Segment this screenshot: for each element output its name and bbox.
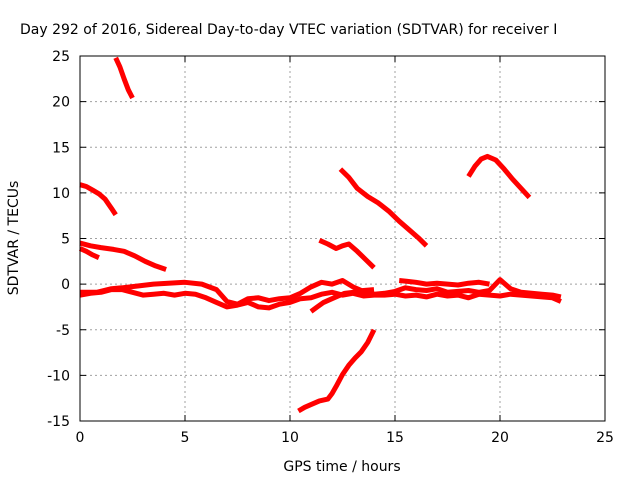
y-tick-label: -10 [47, 368, 70, 384]
series-band-2 [79, 287, 562, 311]
x-tick-label: 10 [281, 430, 299, 446]
series-band-3 [309, 287, 375, 314]
x-tick-label: 15 [386, 430, 404, 446]
x-axis-label: GPS time / hours [283, 459, 400, 475]
y-tick-label: 5 [61, 232, 70, 248]
y-tick-label: 15 [52, 140, 70, 156]
y-tick-label: -15 [47, 414, 70, 430]
y-tick-label: 10 [52, 186, 70, 202]
y-axis-label: SDTVAR / TECUs [6, 181, 22, 296]
y-tick-label: 20 [52, 95, 70, 111]
x-tick-label: 25 [596, 430, 614, 446]
grid-lines [80, 56, 605, 421]
series-band-4 [398, 278, 490, 288]
series-arc-1 [113, 56, 135, 100]
series-arc-5 [338, 167, 429, 248]
tick-labels: -15 -10 -5 0 5 10 15 20 25 0 5 10 15 20 25 [47, 49, 614, 446]
chart-title: Day 292 of 2016, Sidereal Day-to-day VTE… [20, 22, 557, 38]
series-arc-2 [79, 182, 118, 217]
series-arc-6 [318, 238, 376, 270]
series-arc-8 [297, 328, 377, 414]
series-arc-7 [466, 153, 532, 200]
data-series [78, 56, 562, 414]
plot-frame [79, 55, 606, 422]
y-tick-label: 25 [52, 49, 70, 65]
series-arc-3 [79, 240, 167, 272]
y-tick-label: -5 [56, 323, 70, 339]
x-tick-label: 20 [491, 430, 509, 446]
y-tick-label: 0 [61, 277, 70, 293]
x-tick-label: 5 [181, 430, 190, 446]
x-tick-label: 0 [76, 430, 85, 446]
series-arc-4 [78, 246, 100, 260]
series-band-1 [80, 277, 562, 307]
